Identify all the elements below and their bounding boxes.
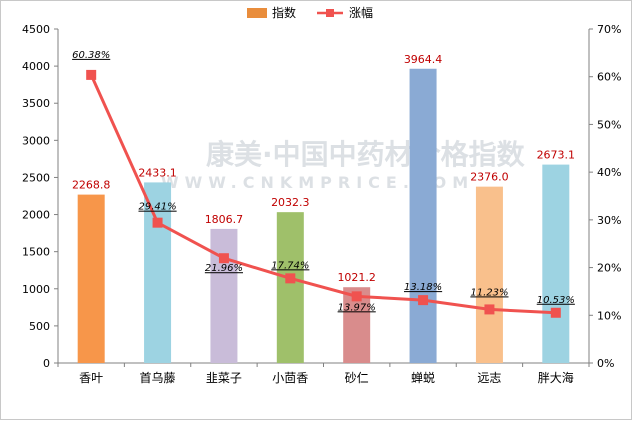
y-left-tick-label: 1500 (22, 246, 50, 259)
bar (144, 182, 172, 363)
bar-value-label: 2376.0 (470, 171, 509, 184)
x-category-label: 首乌藤 (140, 370, 176, 385)
y-left-tick-label: 3000 (22, 134, 50, 147)
line-value-label: 60.38% (72, 50, 110, 61)
line-value-label: 13.97% (338, 302, 376, 313)
legend: 指数 涨幅 (247, 5, 373, 20)
y-right-tick-label: 70% (597, 23, 621, 36)
line-point (351, 291, 362, 302)
x-category-label: 胖大海 (538, 370, 574, 385)
x-category-label: 韭菜子 (206, 371, 242, 385)
line-value-label: 13.18% (404, 282, 442, 293)
bar-value-label: 3964.4 (404, 53, 443, 66)
y-right-tick-label: 20% (597, 262, 621, 275)
bar-value-label: 2032.3 (271, 196, 310, 209)
bar (276, 212, 304, 363)
bar-value-label: 1806.7 (205, 213, 244, 226)
legend-bar-label: 指数 (272, 5, 296, 20)
watermark-text-url: WWW.CNKMPRICE.COM (161, 173, 474, 192)
line-point (484, 304, 495, 315)
line-point (550, 307, 561, 318)
y-left-tick-label: 2500 (22, 171, 50, 184)
x-category-label: 远志 (477, 371, 501, 385)
line-point (152, 217, 163, 228)
x-category-label: 砂仁 (345, 371, 369, 385)
bar (475, 186, 503, 363)
bar-value-label: 2433.1 (138, 166, 177, 179)
bar (409, 68, 437, 364)
watermark-text-main: 康美·中国中药材价格指数 (206, 138, 526, 171)
y-right-tick-label: 50% (597, 118, 621, 131)
bar-value-label: 1021.2 (337, 271, 376, 284)
watermark: 康美·中国中药材价格指数 WWW.CNKMPRICE.COM (161, 138, 526, 192)
line-value-label: 29.41% (138, 202, 176, 213)
line-point (86, 69, 97, 80)
line-value-label: 17.74% (271, 260, 309, 271)
line-value-label: 11.23% (470, 287, 508, 298)
axes: 0 500 1000 1500 2000 2500 3000 3500 4000 4500 0% 10… (22, 23, 621, 385)
y-left-tick-label: 2000 (22, 209, 50, 222)
line-value-label: 21.96% (205, 263, 243, 274)
line-point (218, 253, 229, 264)
x-category-label: 香叶 (79, 371, 103, 385)
legend-bar-swatch (247, 8, 267, 18)
bar-value-label: 2673.1 (537, 149, 576, 162)
legend-line-label: 涨幅 (349, 5, 373, 20)
data-labels: 2268.8 2433.1 1806.7 2032.3 1021.2 3964.4 2376… (72, 50, 575, 313)
x-category-label: 小茴香 (272, 371, 308, 385)
bar (210, 228, 238, 363)
bar-value-label: 2268.8 (72, 179, 111, 192)
line-path (89, 74, 556, 315)
y-left-tick-label: 0 (43, 357, 50, 370)
y-left-tick-label: 3500 (22, 97, 50, 110)
bar (542, 164, 570, 363)
bar (77, 194, 105, 363)
y-left-tick-label: 4000 (22, 60, 50, 73)
line-point (418, 295, 429, 306)
line-point (285, 273, 296, 284)
line-value-label: 10.53% (537, 295, 575, 306)
line-series (86, 69, 561, 318)
y-left-tick-label: 500 (29, 320, 50, 333)
x-category-label: 蝉蜕 (411, 371, 435, 385)
y-right-tick-label: 30% (597, 214, 621, 227)
y-left-tick-label: 1000 (22, 283, 50, 296)
y-right-tick-label: 10% (597, 309, 621, 322)
y-right-tick-label: 60% (597, 71, 621, 84)
y-right-tick-label: 0% (597, 357, 614, 370)
legend-line-marker (326, 9, 334, 17)
y-right-tick-label: 40% (597, 166, 621, 179)
bar-series (77, 68, 570, 364)
y-left-tick-label: 4500 (22, 23, 50, 36)
